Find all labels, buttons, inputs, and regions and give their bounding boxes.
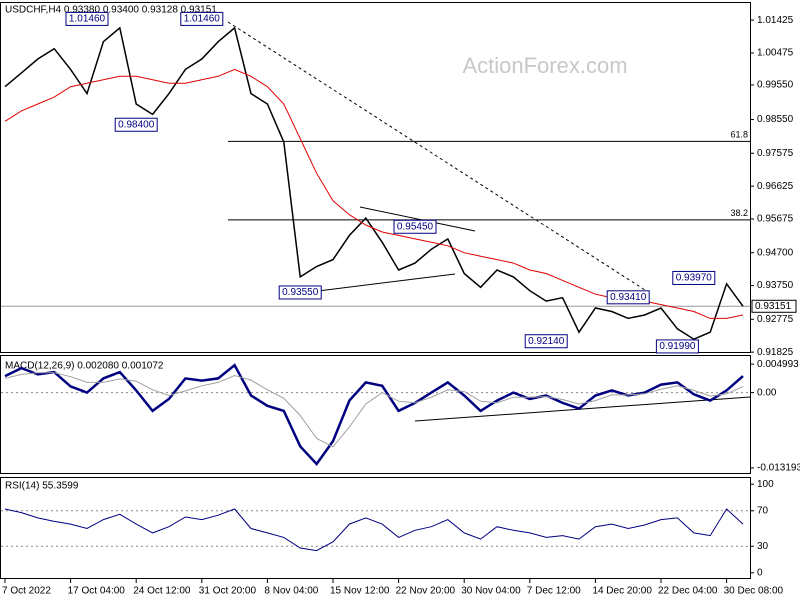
rsi-frame [0,477,751,579]
annotation-label: 1.01460 [184,14,221,25]
annotation-box [606,290,650,305]
last-price-box [751,299,797,313]
y-tick-label: 0.00 [757,387,777,398]
y-tick-label: 0.94700 [757,247,794,258]
series-line [4,372,744,448]
y-tick-label: 0.93750 [757,280,794,291]
annotation-label: 0.92140 [528,336,565,347]
y-tick-label: 0.96625 [757,181,794,192]
y-tick-label: 0.95675 [757,214,794,225]
y-tick-label: 1.01425 [757,15,794,26]
y-tick-label: 0.98550 [757,114,794,125]
y-tick-label: 100 [757,479,774,490]
price-annotation: 0.91990 [655,339,699,354]
y-tick-label: 0.92775 [757,314,794,325]
y-tick-label: 70 [757,505,769,516]
annotation-label: 0.93550 [282,287,319,298]
y-tick-label: 30 [757,541,769,552]
price-title: USDCHF,H4 0.93380 0.93400 0.93128 0.9315… [5,5,217,16]
x-tick-label: 7 Oct 2022 [2,586,51,597]
x-tick-label: 31 Oct 20:00 [199,586,257,597]
last-price-label: 0.93151 [755,301,792,312]
annotation-label: 0.93970 [676,273,713,284]
price-annotation: 1.01460 [180,11,224,26]
trend-line [227,21,646,291]
y-tick-label: 0.97575 [757,148,794,159]
annotation-box [672,270,716,285]
x-tick-label: 7 Dec 12:00 [527,586,581,597]
x-tick-label: 22 Dec 04:00 [658,586,718,597]
x-tick-label: 17 Oct 04:00 [68,586,126,597]
series-line [4,508,744,552]
price-annotation: 0.93970 [672,270,716,285]
x-tick-label: 30 Dec 08:00 [724,586,784,597]
price-annotation: 0.93410 [606,290,650,305]
x-tick-label: 8 Nov 04:00 [264,586,318,597]
annotation-box [114,117,158,132]
price-annotation: 0.98400 [114,117,158,132]
annotation-box [65,11,109,26]
annotation-box [393,219,437,234]
series-line [4,26,744,341]
macd-frame [0,355,751,474]
price-frame [0,2,751,353]
series-line [4,363,744,466]
trend-line [414,396,751,422]
annotation-box [655,339,699,354]
annotation-box [278,285,322,300]
annotation-box [524,334,568,349]
macd-title: MACD(12,26,9) 0.002080 0.001072 [5,361,164,372]
annotation-label: 0.95450 [397,221,434,232]
rsi-title: RSI(14) 55.3599 [5,481,79,492]
x-tick-label: 30 Nov 04:00 [461,586,521,597]
price-annotation: 0.92140 [524,334,568,349]
price-annotation: 1.01460 [65,11,109,26]
y-tick-label: -0.013193 [757,463,800,474]
price-annotation: 0.93550 [278,285,322,300]
annotation-box [180,11,224,26]
trend-line [317,273,456,292]
annotation-label: 0.98400 [118,119,155,130]
y-tick-label: 0 [757,567,763,578]
y-tick-label: 0.99550 [757,80,794,91]
y-tick-label: 1.00475 [757,48,794,59]
x-tick-label: 24 Oct 12:00 [133,586,191,597]
fib-label: 38.2 [730,208,748,218]
annotation-label: 1.01460 [69,14,106,25]
x-tick-label: 22 Nov 20:00 [396,586,456,597]
x-tick-label: 14 Dec 20:00 [592,586,652,597]
fib-label: 61.8 [730,130,748,140]
annotation-label: 0.91990 [659,341,696,352]
price-annotation: 0.95450 [393,219,437,234]
y-tick-label: 0.004993 [757,359,799,370]
watermark: ActionForex.com [462,53,627,78]
trend-line [359,206,476,232]
x-tick-label: 15 Nov 12:00 [330,586,390,597]
y-tick-label: 0.91825 [757,347,794,358]
annotation-label: 0.93410 [610,292,647,303]
